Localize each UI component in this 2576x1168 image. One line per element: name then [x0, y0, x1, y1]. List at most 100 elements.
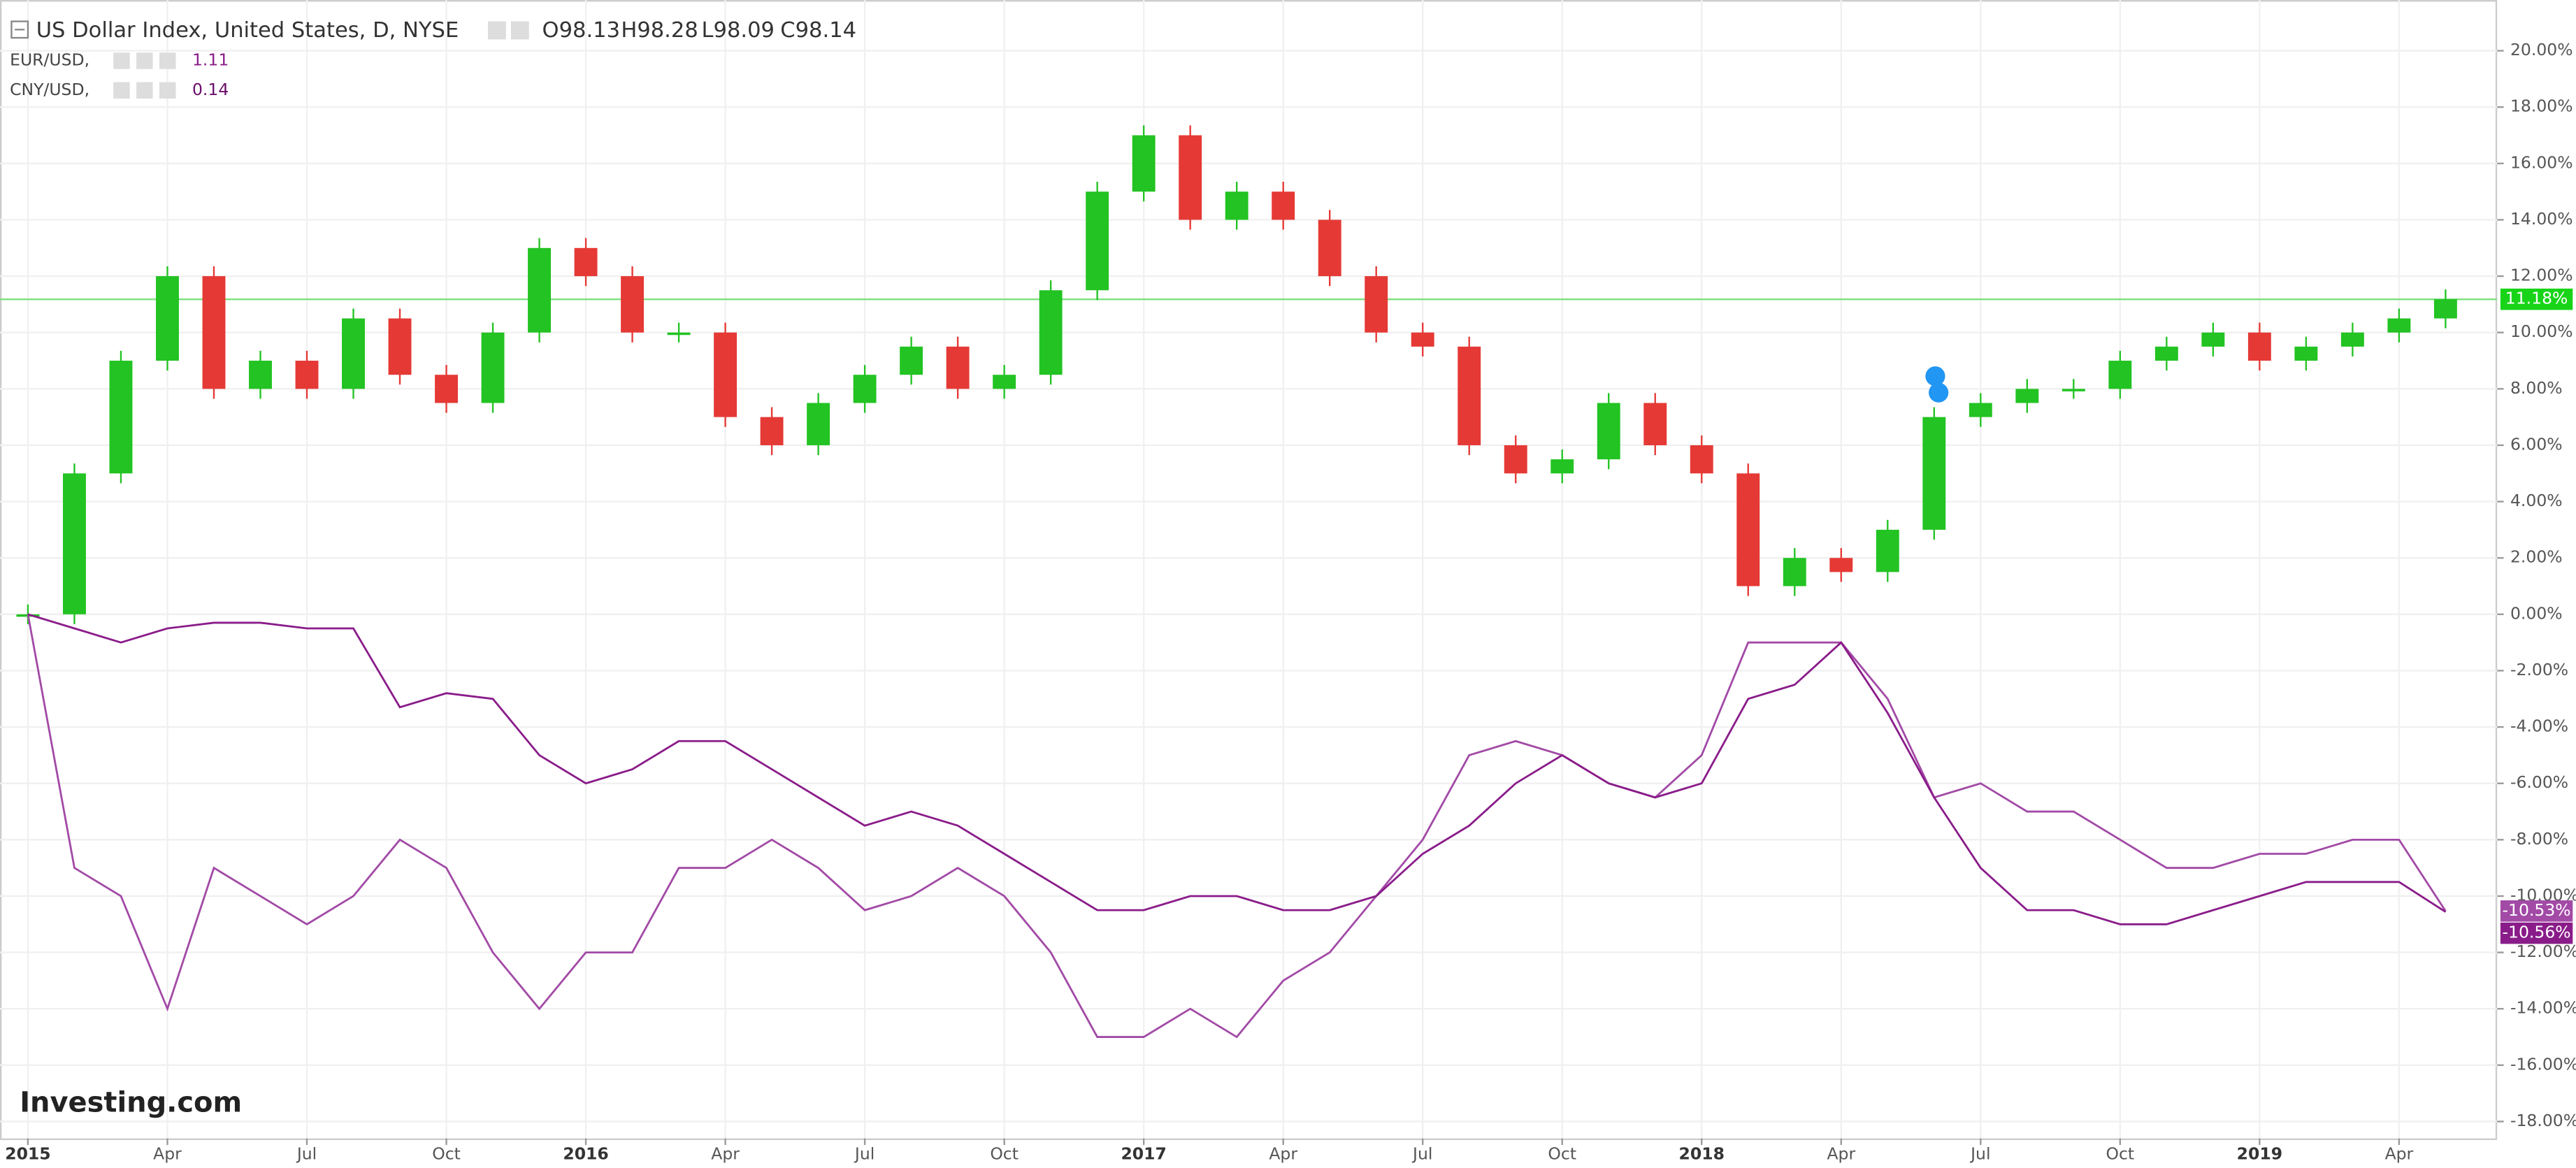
candle — [1225, 192, 1249, 220]
candle — [2433, 299, 2457, 319]
candle — [1876, 529, 1899, 572]
candle — [621, 276, 645, 333]
candle — [1643, 403, 1667, 445]
candle — [1458, 346, 1481, 445]
x-tick-label: Apr — [153, 1144, 182, 1164]
x-tick-label: 2019 — [2237, 1144, 2282, 1164]
candle — [900, 346, 923, 375]
y-tick-label: -16.00% — [2510, 1054, 2576, 1074]
y-tick-label: 20.00% — [2510, 40, 2573, 59]
candle — [760, 417, 784, 445]
candle — [202, 276, 226, 389]
candle — [1318, 219, 1341, 277]
ohlc-low: L98.09 — [702, 18, 775, 43]
candle — [63, 473, 86, 614]
x-tick-label: 2015 — [5, 1144, 50, 1164]
legend-value: 0.14 — [192, 80, 229, 99]
candle — [993, 375, 1016, 389]
close-icon[interactable] — [159, 82, 176, 99]
series-line — [27, 614, 2447, 1039]
price-badge — [2500, 288, 2573, 310]
ohlc-close: C98.14 — [780, 18, 856, 43]
x-tick-label: Apr — [2385, 1144, 2414, 1164]
ohlc-open: O98.13 — [542, 18, 621, 43]
y-tick-label: 4.00% — [2510, 491, 2563, 510]
x-tick-label: Oct — [432, 1144, 461, 1164]
settings-icon[interactable] — [113, 52, 130, 69]
candle — [807, 403, 830, 445]
candle — [528, 247, 551, 333]
candle — [2061, 389, 2085, 391]
candle — [1039, 290, 1063, 375]
candle — [946, 346, 970, 389]
y-tick-label: 6.00% — [2510, 434, 2563, 454]
y-tick-label: 16.00% — [2510, 152, 2573, 172]
settings-icon[interactable] — [113, 82, 130, 99]
price-badge — [2500, 900, 2573, 922]
x-tick-label: Jul — [1411, 1144, 1432, 1164]
candle — [1411, 332, 1434, 347]
plot-area — [0, 0, 2498, 1139]
y-tick-label: -18.00% — [2510, 1111, 2576, 1130]
candle — [714, 332, 737, 417]
x-tick-label: Oct — [990, 1144, 1019, 1164]
candle — [1132, 135, 1156, 192]
y-tick-label: 8.00% — [2510, 378, 2563, 398]
x-tick-label: 2016 — [563, 1144, 608, 1164]
candle — [1179, 135, 1202, 220]
ohlc-high: H98.28 — [621, 18, 698, 43]
candle — [1969, 403, 1992, 417]
settings-icon[interactable] — [510, 21, 529, 40]
x-tick-label: 2017 — [1121, 1144, 1166, 1164]
candle — [481, 332, 505, 403]
event-marker — [1929, 382, 1949, 403]
legend-name: CNY/USD, — [10, 80, 89, 99]
series-line — [27, 613, 2447, 925]
x-tick-label: Apr — [1269, 1144, 1297, 1164]
y-tick-label: 0.00% — [2510, 603, 2563, 623]
x-tick-label: Oct — [1548, 1144, 1576, 1164]
candle — [2201, 332, 2225, 347]
y-tick-label: -6.00% — [2510, 772, 2568, 792]
x-tick-label: Jul — [296, 1144, 317, 1164]
settings-icon[interactable] — [136, 52, 153, 69]
price-badge-label: -10.56% — [2503, 923, 2571, 942]
candle — [1365, 276, 1388, 333]
y-tick-label: 10.00% — [2510, 322, 2573, 341]
y-tick-label: 12.00% — [2510, 266, 2573, 285]
candle — [1922, 417, 1946, 530]
candle — [1736, 473, 1760, 586]
candle — [1272, 192, 1295, 220]
event-marker — [1925, 366, 1945, 387]
y-tick-label: -4.00% — [2510, 716, 2568, 736]
candle — [2015, 389, 2039, 403]
settings-icon[interactable] — [136, 82, 153, 99]
x-tick-label: Apr — [1827, 1144, 1855, 1164]
plot-frame — [0, 0, 2498, 1141]
candle — [388, 318, 412, 375]
legend-value: 1.11 — [192, 50, 229, 69]
x-tick-label: Jul — [854, 1144, 875, 1164]
x-tick-label: Oct — [2106, 1144, 2135, 1164]
candle — [295, 361, 319, 389]
candle — [2340, 332, 2364, 347]
candle — [2247, 332, 2271, 361]
candle — [156, 276, 179, 361]
price-badge — [2500, 922, 2573, 944]
candle — [2108, 361, 2132, 389]
chart-title: US Dollar Index, United States, D, NYSE — [36, 18, 459, 43]
y-tick-label: -12.00% — [2510, 942, 2576, 961]
candle — [2294, 346, 2318, 361]
price-badge-label: 11.18% — [2505, 289, 2568, 308]
candle — [853, 375, 877, 403]
price-badge-label: -10.53% — [2503, 900, 2571, 920]
settings-icon[interactable] — [487, 21, 506, 40]
collapse-icon[interactable] — [10, 20, 29, 39]
x-tick-label: 2018 — [1679, 1144, 1725, 1164]
y-tick-label: -14.00% — [2510, 998, 2576, 1018]
candle — [1550, 459, 1574, 474]
candle — [1690, 445, 1713, 474]
close-icon[interactable] — [159, 52, 176, 69]
candle — [1829, 558, 1853, 572]
